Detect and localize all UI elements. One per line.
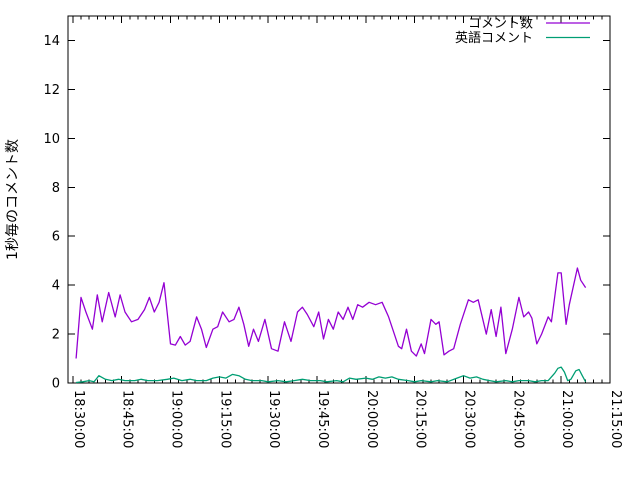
y-axis-tick-labels: 0 2 4 6 8 10 12 14: [43, 34, 60, 392]
x-tick-label: 21:15:00: [608, 390, 623, 448]
y-axis-ticks: [68, 39, 610, 384]
series-line-0: [75, 267, 587, 359]
x-tick-label: 19:45:00: [315, 390, 330, 448]
y-tick-label: 4: [52, 279, 60, 294]
x-tick-label: 20:00:00: [364, 390, 379, 448]
legend-label-1: 英語コメント: [455, 30, 533, 46]
x-tick-label: 20:30:00: [462, 390, 477, 448]
y-tick-label: 0: [52, 377, 60, 392]
series-line-1: [76, 366, 587, 384]
y-tick-label: 6: [52, 230, 60, 245]
x-tick-label: 19:30:00: [266, 390, 281, 448]
y-tick-label: 8: [52, 181, 60, 196]
y-tick-label: 2: [52, 328, 60, 343]
x-tick-label: 20:15:00: [413, 390, 428, 448]
x-axis-ticks: [72, 16, 611, 383]
axes: [67, 15, 611, 384]
x-tick-label: 21:00:00: [559, 390, 574, 448]
y-axis-title: 1秒毎のコメント数: [5, 139, 21, 260]
x-tick-label: 19:00:00: [169, 390, 184, 448]
y-tick-label: 10: [43, 132, 60, 147]
x-tick-label: 18:45:00: [120, 390, 135, 448]
series-lines: [75, 267, 587, 384]
x-axis-tick-labels: 18:30:00 18:45:00 19:00:00 19:15:00 19:30:00…: [71, 390, 623, 448]
y-tick-label: 12: [43, 83, 60, 98]
x-tick-label: 20:45:00: [510, 390, 525, 448]
legend-label-0: コメント数: [468, 17, 533, 32]
y-tick-label: 14: [43, 34, 60, 49]
x-tick-label: 18:30:00: [71, 390, 86, 448]
x-tick-label: 19:15:00: [217, 390, 232, 448]
